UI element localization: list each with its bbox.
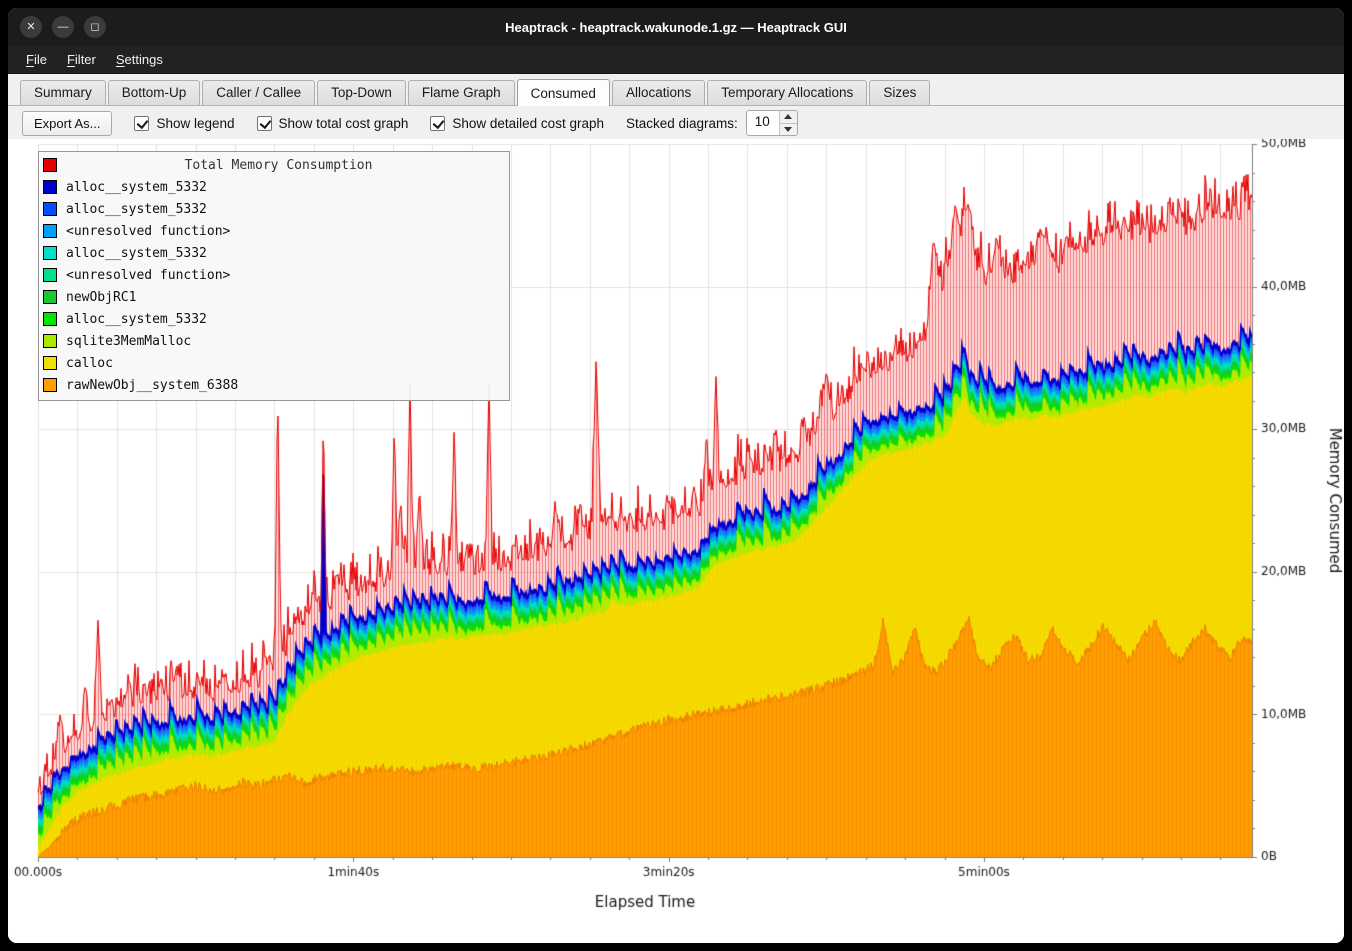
- tab-flame-graph[interactable]: Flame Graph: [407, 80, 515, 105]
- legend-label: rawNewObj__system_6388: [66, 377, 239, 393]
- legend-title: Total Memory Consumption: [184, 157, 373, 173]
- legend-label: <unresolved function>: [66, 223, 231, 239]
- legend-item: calloc: [39, 352, 509, 374]
- legend-swatch: [43, 334, 57, 348]
- checkbox-icon: [430, 115, 446, 131]
- checkbox-label: Show detailed cost graph: [452, 115, 604, 131]
- legend-item: sqlite3MemMalloc: [39, 330, 509, 352]
- tab-consumed[interactable]: Consumed: [516, 79, 610, 106]
- legend-swatch: [43, 356, 57, 370]
- menu-settings[interactable]: Settings: [115, 52, 163, 67]
- maximize-button[interactable]: ◻: [84, 16, 106, 38]
- arrow-up-icon: [784, 114, 793, 120]
- show-legend-checkbox[interactable]: Show legend: [134, 115, 235, 131]
- legend-swatch: [43, 268, 57, 282]
- legend-swatch: [43, 290, 57, 304]
- legend-item: alloc__system_5332: [39, 176, 509, 198]
- window-controls: ✕ — ◻: [20, 8, 106, 46]
- legend-label: sqlite3MemMalloc: [66, 333, 192, 349]
- chart-toolbar: Export As... Show legend Show total cost…: [8, 106, 1344, 140]
- tab-temporary-allocations[interactable]: Temporary Allocations: [707, 80, 868, 105]
- arrow-down-icon: [784, 126, 793, 132]
- stacked-diagrams-group: Stacked diagrams: 10: [626, 110, 798, 136]
- legend-title-row: Total Memory Consumption: [39, 154, 509, 176]
- legend-swatch: [43, 180, 57, 194]
- legend-swatch: [43, 378, 57, 392]
- spinbox-value: 10: [754, 114, 770, 129]
- legend-label: calloc: [66, 355, 113, 371]
- checkbox-icon: [134, 115, 150, 131]
- legend-total-swatch: [43, 158, 57, 172]
- spin-up-button[interactable]: [779, 111, 797, 123]
- legend-item: newObjRC1: [39, 286, 509, 308]
- legend-label: alloc__system_5332: [66, 311, 207, 327]
- legend-item: <unresolved function>: [39, 220, 509, 242]
- legend-label: newObjRC1: [66, 289, 137, 305]
- tab-allocations[interactable]: Allocations: [611, 80, 706, 105]
- legend-label: alloc__system_5332: [66, 201, 207, 217]
- checkbox-icon: [256, 115, 272, 131]
- title-bar: ✕ — ◻ Heaptrack - heaptrack.wakunode.1.g…: [8, 8, 1344, 46]
- maximize-icon: ◻: [90, 21, 100, 33]
- menu-filter[interactable]: Filter: [66, 52, 96, 67]
- spin-down-button[interactable]: [779, 122, 797, 135]
- checkbox-label: Show total cost graph: [278, 115, 409, 131]
- tab-summary[interactable]: Summary: [20, 80, 106, 105]
- legend-item: alloc__system_5332: [39, 242, 509, 264]
- legend-swatch: [43, 246, 57, 260]
- stacked-diagrams-spinbox[interactable]: 10: [745, 110, 798, 136]
- chart-legend: Total Memory Consumption alloc__system_5…: [38, 151, 510, 401]
- legend-label: <unresolved function>: [66, 267, 231, 283]
- checkbox-label: Show legend: [156, 115, 235, 131]
- tab-bottom-up[interactable]: Bottom-Up: [107, 80, 201, 105]
- consumed-chart-area: Total Memory Consumption alloc__system_5…: [8, 139, 1344, 943]
- window-title: Heaptrack - heaptrack.wakunode.1.gz — He…: [505, 19, 847, 35]
- export-as-button[interactable]: Export As...: [22, 110, 113, 136]
- legend-item: <unresolved function>: [39, 264, 509, 286]
- tab-bar: Summary Bottom-Up Caller / Callee Top-Do…: [8, 74, 1344, 106]
- legend-swatch: [43, 312, 57, 326]
- close-button[interactable]: ✕: [20, 16, 42, 38]
- legend-item: rawNewObj__system_6388: [39, 374, 509, 396]
- legend-label: alloc__system_5332: [66, 245, 207, 261]
- tab-caller-callee[interactable]: Caller / Callee: [202, 80, 316, 105]
- show-detailed-cost-checkbox[interactable]: Show detailed cost graph: [430, 115, 604, 131]
- legend-swatch: [43, 224, 57, 238]
- legend-swatch: [43, 202, 57, 216]
- tab-sizes[interactable]: Sizes: [869, 80, 931, 105]
- legend-item: alloc__system_5332: [39, 198, 509, 220]
- stacked-diagrams-label: Stacked diagrams:: [625, 115, 738, 131]
- minimize-button[interactable]: —: [52, 16, 74, 38]
- tab-top-down[interactable]: Top-Down: [317, 80, 406, 105]
- close-icon: ✕: [26, 21, 36, 33]
- menu-file[interactable]: File: [26, 52, 47, 67]
- show-total-cost-checkbox[interactable]: Show total cost graph: [256, 115, 409, 131]
- minimize-icon: —: [57, 21, 69, 33]
- app-window: ✕ — ◻ Heaptrack - heaptrack.wakunode.1.g…: [8, 8, 1344, 943]
- spinbox-buttons: [778, 111, 797, 135]
- legend-label: alloc__system_5332: [66, 179, 207, 195]
- menu-bar: File Filter Settings: [8, 46, 1344, 74]
- legend-item: alloc__system_5332: [39, 308, 509, 330]
